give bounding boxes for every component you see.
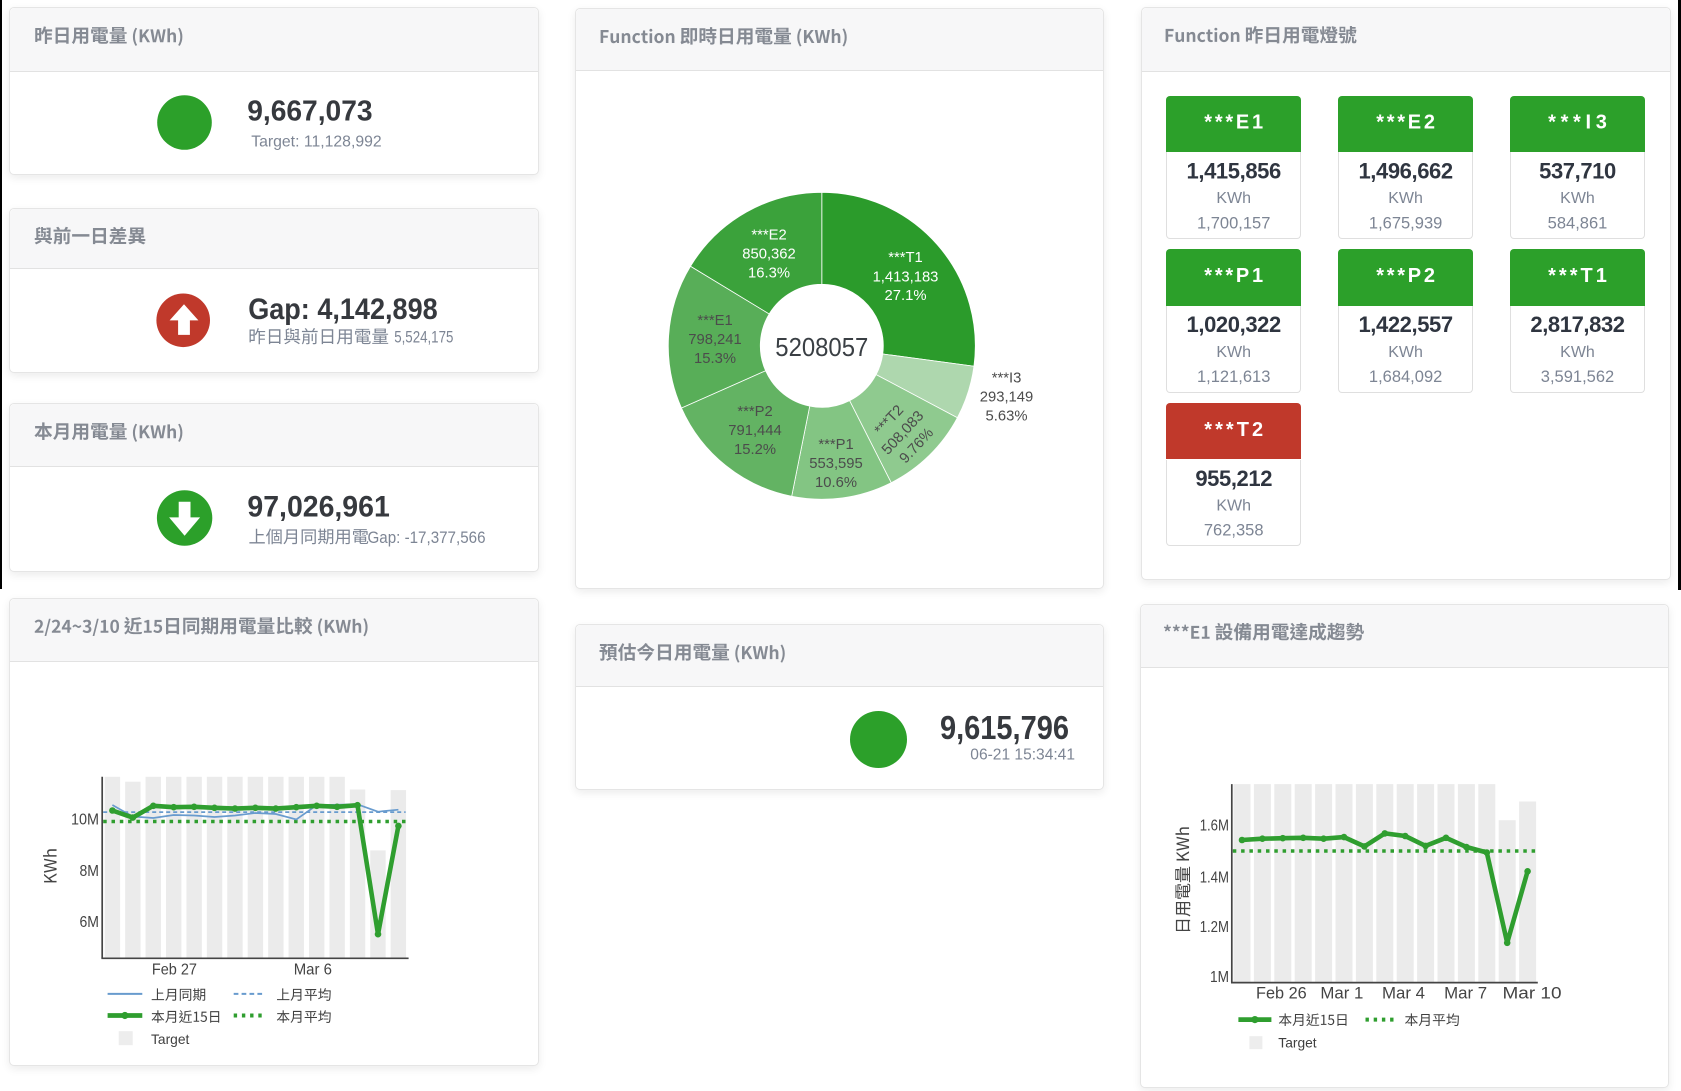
svg-text:***T1: ***T1 [1548,265,1607,287]
svg-text:15.3%: 15.3% [694,351,736,367]
svg-text:1,121,613: 1,121,613 [1197,368,1270,386]
svg-text:1,020,322: 1,020,322 [1187,312,1281,337]
svg-text:3,591,562: 3,591,562 [1541,368,1614,386]
svg-text:***P2: ***P2 [1376,265,1435,287]
svg-text:584,861: 584,861 [1548,214,1608,232]
svg-text:***I3: ***I3 [992,371,1022,387]
svg-text:Feb 27: Feb 27 [152,962,197,979]
svg-text:KWh: KWh [1216,344,1251,361]
svg-text:97,026,961: 97,026,961 [247,491,389,523]
svg-text:Target: Target [1278,1036,1317,1051]
svg-text:1,413,183: 1,413,183 [873,270,939,286]
svg-text:6M: 6M [80,914,100,931]
svg-text:***P1: ***P1 [818,437,853,453]
svg-text:Gap: 4,142,898: Gap: 4,142,898 [248,294,438,326]
svg-text:1.2M: 1.2M [1200,919,1229,936]
svg-text:293,149: 293,149 [980,390,1034,406]
svg-text:***I3: ***I3 [1548,111,1607,133]
svg-text:***E1: ***E1 [1204,111,1263,133]
svg-text:1,422,557: 1,422,557 [1358,312,1452,337]
svg-text:***T2: ***T2 [1204,419,1263,441]
svg-text:5.63%: 5.63% [986,409,1028,425]
svg-text:KWh: KWh [1216,498,1251,515]
svg-text:***E2: ***E2 [1376,111,1435,133]
svg-text:16.3%: 16.3% [748,266,790,282]
svg-text:798,241: 798,241 [688,332,742,348]
svg-text:Target: Target [151,1032,190,1047]
svg-text:1,415,856: 1,415,856 [1187,158,1281,183]
svg-text:KWh: KWh [1388,190,1423,207]
svg-text:Feb 26: Feb 26 [1256,984,1307,1003]
svg-text:9,615,796: 9,615,796 [940,710,1069,747]
svg-text:***P2: ***P2 [737,404,772,420]
svg-text:***P1: ***P1 [1204,265,1263,287]
svg-text:KWh: KWh [1388,344,1423,361]
svg-text:Mar 7: Mar 7 [1444,984,1487,1003]
svg-text:KWh: KWh [1560,190,1595,207]
svg-text:955,212: 955,212 [1195,466,1272,491]
svg-text:2,817,832: 2,817,832 [1530,312,1624,337]
svg-text:Gap: -17,377,566: Gap: -17,377,566 [368,529,486,547]
svg-text:1.6M: 1.6M [1200,817,1229,834]
svg-text:Mar 10: Mar 10 [1503,984,1562,1003]
svg-text:Mar 4: Mar 4 [1382,984,1425,1003]
svg-text:553,595: 553,595 [809,456,863,472]
svg-text:1,684,092: 1,684,092 [1369,368,1442,386]
svg-text:791,444: 791,444 [728,423,782,439]
svg-text:537,710: 537,710 [1539,158,1616,183]
svg-text:762,358: 762,358 [1204,522,1264,540]
svg-text:1M: 1M [1210,969,1229,986]
svg-text:1,496,662: 1,496,662 [1358,158,1452,183]
svg-text:***E1: ***E1 [697,313,732,329]
svg-text:06-21 15:34:41: 06-21 15:34:41 [970,746,1075,763]
svg-text:15.2%: 15.2% [734,442,776,458]
svg-text:1,675,939: 1,675,939 [1369,214,1442,232]
svg-text:1,700,157: 1,700,157 [1197,214,1270,232]
svg-text:***E2: ***E2 [751,228,786,244]
svg-text:8M: 8M [80,863,100,880]
svg-text:5208057: 5208057 [775,334,868,362]
svg-text:10M: 10M [71,812,99,829]
svg-text:850,362: 850,362 [742,247,796,263]
svg-text:9,667,073: 9,667,073 [247,95,372,127]
svg-text:***T1: ***T1 [888,250,923,266]
svg-text:Target: 11,128,992: Target: 11,128,992 [251,133,382,151]
svg-text:Mar 1: Mar 1 [1320,984,1363,1003]
svg-text:KWh: KWh [1216,190,1251,207]
svg-text:27.1%: 27.1% [885,288,927,304]
svg-text:Mar 6: Mar 6 [294,962,332,979]
svg-text:1.4M: 1.4M [1200,869,1229,886]
svg-text:5,524,175: 5,524,175 [394,329,453,347]
svg-text:KWh: KWh [1560,344,1595,361]
svg-text:10.6%: 10.6% [815,475,857,491]
